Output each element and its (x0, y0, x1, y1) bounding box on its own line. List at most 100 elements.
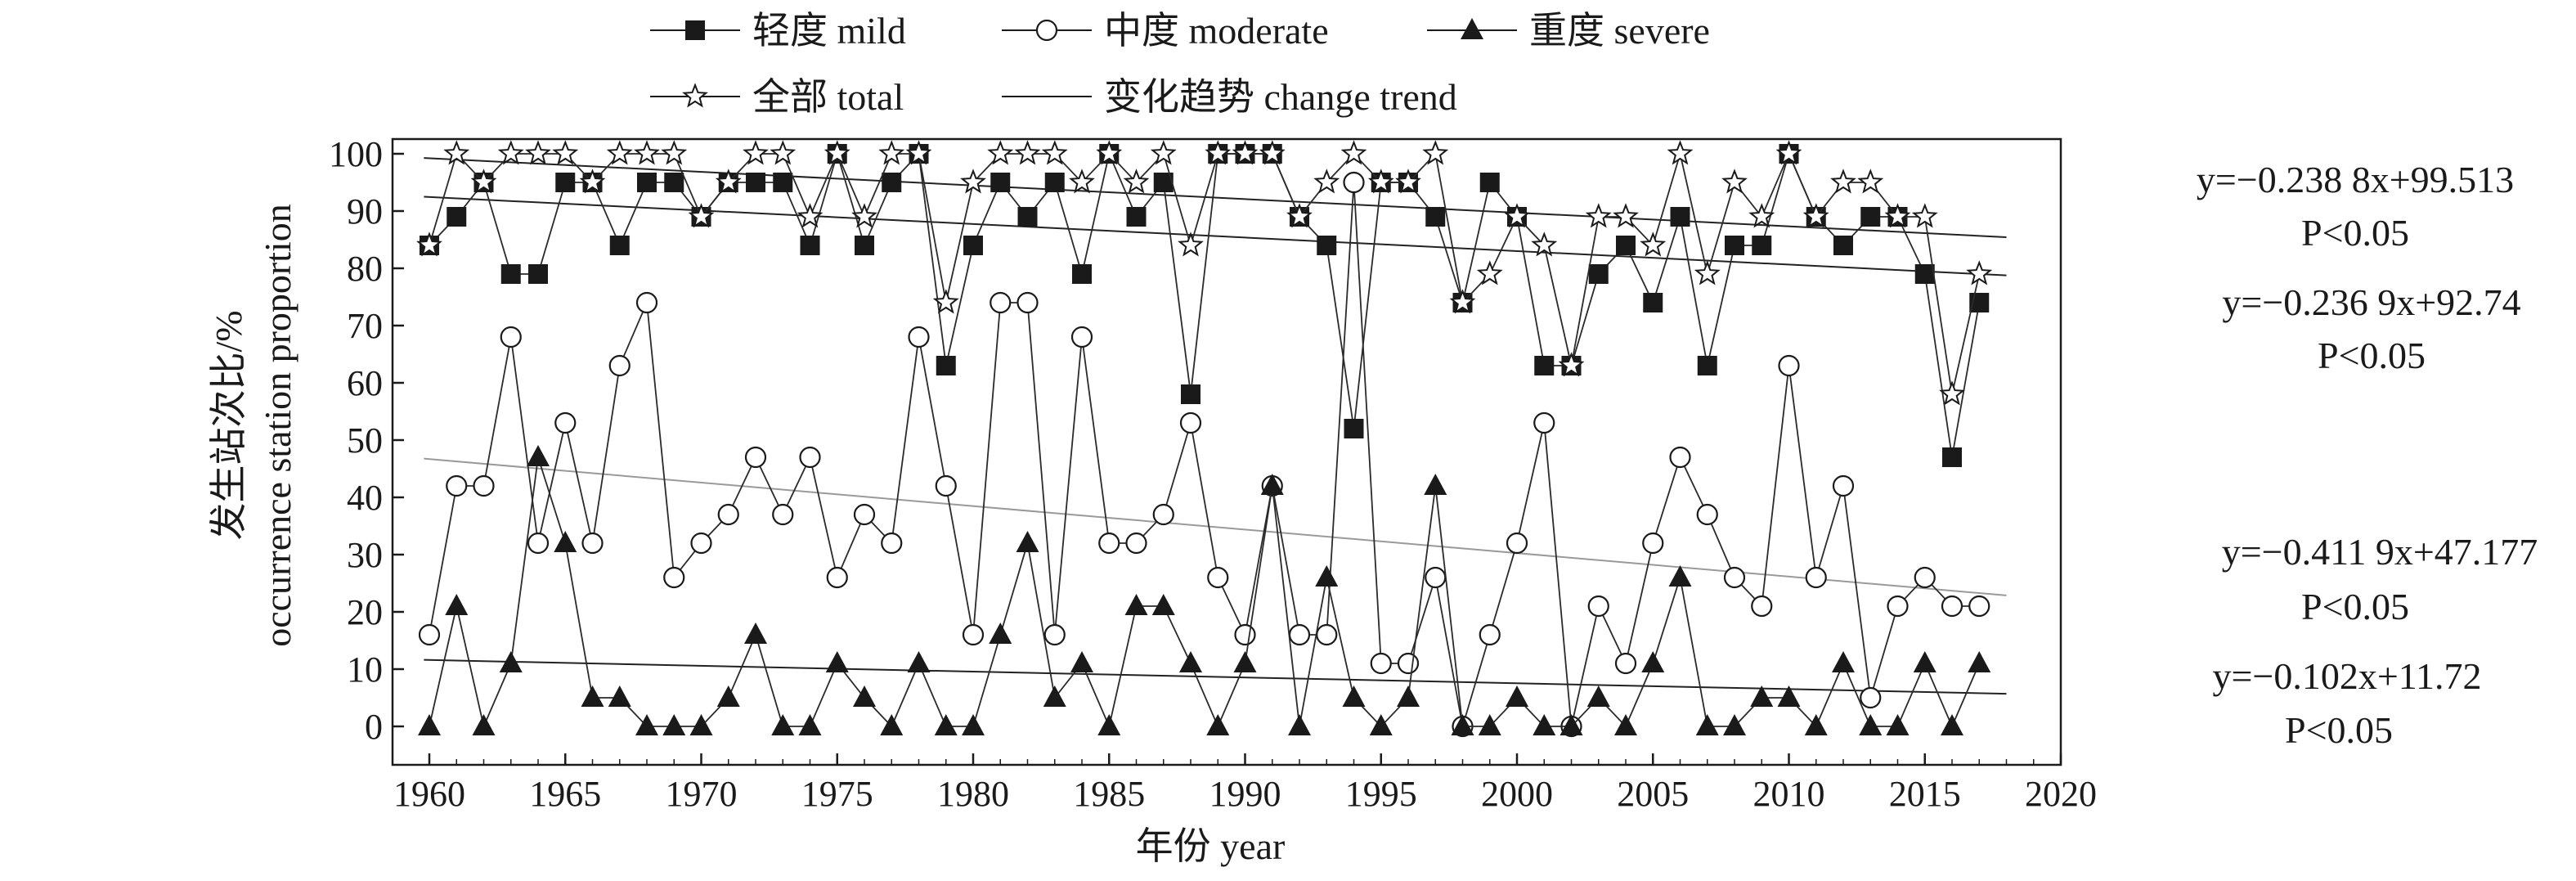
point-total-2002 (1558, 352, 1585, 377)
data-series (416, 140, 1993, 738)
point-mild-1973 (773, 173, 793, 192)
legend-label-moderate: 中度 moderate (1104, 10, 1329, 52)
point-total-1979 (932, 289, 959, 314)
trend-lines (424, 157, 2007, 695)
point-total-1984 (1069, 169, 1095, 194)
series-moderate (418, 171, 1990, 738)
legend-item-moderate: 中度 moderate (1002, 10, 1329, 52)
trend-p-value-mild: P<0.05 (2318, 335, 2426, 376)
point-severe-1994 (1342, 685, 1366, 707)
point-mild-1994 (1344, 419, 1364, 438)
point-total-1998 (1449, 289, 1476, 314)
series-severe (418, 445, 1991, 735)
point-severe-1962 (472, 714, 496, 735)
series-line-mild (429, 151, 1981, 458)
point-severe-1985 (1097, 714, 1121, 735)
point-severe-1973 (771, 714, 795, 735)
y-tick-label: 30 (347, 535, 383, 575)
series-line-moderate (429, 182, 1980, 727)
point-severe-1974 (798, 714, 822, 735)
point-moderate-2009 (1751, 595, 1773, 618)
legend-label-severe: 重度 severe (1529, 10, 1710, 52)
legend-label-trend: 变化趋势 change trend (1104, 76, 1457, 118)
point-mild-1965 (555, 173, 576, 192)
legend-marker-mild (685, 20, 705, 40)
x-tick-label: 2015 (1889, 774, 1961, 814)
x-axis-label: 年份 year (1136, 825, 1286, 867)
point-mild-1964 (528, 264, 548, 284)
point-mild-2015 (1914, 264, 1935, 284)
point-mild-1977 (882, 173, 902, 192)
point-mild-2005 (1643, 293, 1663, 312)
point-total-1968 (634, 140, 660, 165)
point-moderate-1996 (1397, 652, 1420, 675)
point-moderate-2007 (1696, 503, 1718, 526)
point-total-1983 (1041, 140, 1068, 165)
point-total-1990 (1232, 140, 1259, 165)
point-mild-1980 (963, 236, 983, 255)
point-moderate-1999 (1479, 623, 1501, 646)
point-moderate-2010 (1778, 354, 1800, 377)
point-total-1986 (1123, 169, 1150, 194)
point-severe-1999 (1478, 714, 1501, 735)
point-mild-1988 (1181, 384, 1200, 404)
point-mild-1963 (500, 264, 521, 284)
legend-item-total: 全部 total (650, 76, 904, 118)
point-moderate-2012 (1832, 474, 1855, 497)
point-moderate-1974 (799, 446, 821, 469)
point-moderate-1993 (1316, 623, 1338, 646)
point-total-2015 (1911, 203, 1938, 228)
point-total-1977 (878, 140, 905, 165)
point-severe-1997 (1424, 474, 1447, 495)
point-total-2009 (1748, 203, 1775, 228)
point-total-2013 (1857, 169, 1884, 194)
point-moderate-1975 (826, 566, 848, 589)
x-tick-label: 1990 (1209, 774, 1281, 814)
point-moderate-1966 (581, 532, 604, 555)
point-mild-2013 (1860, 207, 1881, 227)
point-total-2007 (1694, 260, 1721, 285)
point-severe-1990 (1233, 651, 1257, 672)
y-tick-label: 90 (347, 191, 383, 231)
point-total-1974 (797, 203, 824, 228)
point-total-1991 (1259, 140, 1286, 165)
point-moderate-2005 (1642, 532, 1664, 555)
x-tick-label: 2005 (1617, 774, 1689, 814)
point-severe-2002 (1560, 714, 1583, 735)
point-total-1996 (1395, 169, 1421, 194)
series-total (416, 140, 1993, 406)
point-moderate-1986 (1125, 532, 1147, 555)
point-total-1970 (688, 203, 715, 228)
point-moderate-1979 (935, 474, 957, 497)
x-tick-label: 2000 (1481, 774, 1553, 814)
point-severe-1972 (744, 623, 767, 644)
point-mild-1982 (1017, 207, 1038, 227)
point-moderate-1984 (1070, 326, 1093, 348)
point-mild-1999 (1479, 173, 1500, 192)
point-moderate-1990 (1234, 623, 1256, 646)
x-tick-label: 1975 (801, 774, 873, 814)
point-severe-1960 (418, 714, 441, 735)
point-moderate-1985 (1098, 532, 1120, 555)
legend-marker-severe (1461, 18, 1483, 39)
point-severe-2011 (1804, 714, 1828, 735)
point-severe-1992 (1288, 714, 1311, 735)
point-severe-1983 (1043, 685, 1066, 707)
point-severe-1968 (635, 714, 658, 735)
trend-p-value-total: P<0.05 (2301, 212, 2409, 254)
point-severe-2008 (1723, 714, 1746, 735)
point-mild-1968 (637, 173, 657, 192)
point-moderate-1977 (881, 532, 903, 555)
point-moderate-1994 (1343, 171, 1365, 194)
series-line-severe (429, 456, 1981, 729)
point-severe-1989 (1206, 714, 1230, 735)
legend-label-total: 全部 total (752, 76, 904, 118)
point-total-2003 (1585, 203, 1612, 228)
y-axis-label-cn: 发生站次比/% (208, 310, 249, 540)
point-mild-1981 (990, 173, 1011, 192)
series-line-total (429, 151, 1981, 395)
point-moderate-1992 (1288, 623, 1311, 646)
point-moderate-2004 (1614, 652, 1637, 675)
point-severe-2003 (1586, 685, 1610, 707)
point-mild-1984 (1072, 264, 1092, 284)
